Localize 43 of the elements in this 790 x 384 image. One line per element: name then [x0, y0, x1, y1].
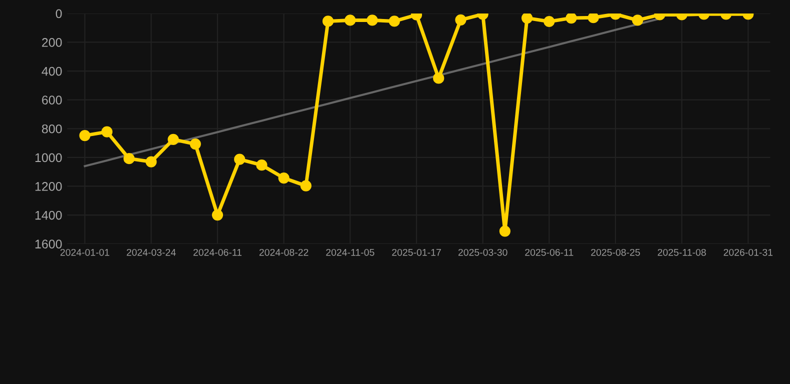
point — [79, 130, 90, 142]
x-tick-label: 2024-06-11 — [193, 248, 242, 256]
x-tick-label: 2024-01-01 — [60, 248, 110, 256]
point — [566, 13, 577, 24]
point — [124, 153, 135, 164]
y-tick-label: 1400 — [35, 210, 62, 220]
point — [146, 156, 157, 168]
y-tick-label: 1600 — [35, 240, 62, 248]
point — [256, 160, 268, 171]
point — [632, 14, 644, 26]
x-tick-label: 2024-11-05 — [326, 248, 374, 256]
y-tick-label: 1200 — [35, 182, 62, 191]
point — [366, 14, 378, 26]
point — [499, 226, 510, 237]
point — [300, 180, 312, 192]
x-tick-label: 2025-03-30 — [458, 248, 508, 256]
point — [455, 14, 466, 26]
point — [521, 13, 533, 24]
x-tick-label: 2025-01-17 — [392, 248, 441, 256]
point — [190, 138, 201, 150]
point — [278, 172, 290, 184]
x-tick-label: 2025-11-08 — [658, 248, 706, 256]
point — [101, 126, 113, 138]
x-tick-label: 2024-03-24 — [126, 248, 176, 256]
y-tick-label: 400 — [42, 66, 62, 76]
point — [588, 13, 599, 24]
point — [168, 134, 179, 145]
point — [344, 14, 356, 26]
x-tick-label: 2026-01-31 — [724, 248, 773, 256]
x-tick-label: 2024-08-22 — [259, 248, 308, 256]
point — [433, 72, 444, 84]
y-tick-label: 800 — [42, 124, 62, 134]
y-tick-label: 600 — [42, 96, 62, 104]
point — [388, 16, 400, 27]
x-tick-label: 2025-08-25 — [591, 248, 640, 256]
point — [212, 209, 224, 221]
point — [322, 16, 334, 27]
point — [544, 16, 555, 28]
point — [234, 154, 246, 165]
y-tick-label: 1000 — [35, 153, 62, 162]
x-tick-label: 2025-06-11 — [525, 248, 574, 256]
y-tick-label: 200 — [42, 38, 62, 47]
y-tick-label: 0 — [56, 9, 62, 18]
